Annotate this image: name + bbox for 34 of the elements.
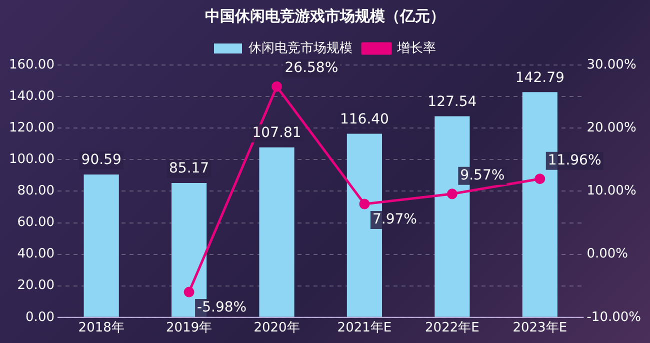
y2-tick-label: 20.00% [586, 120, 636, 136]
x-tick-label: 2020年 [254, 320, 300, 336]
y2-tick-label: 10.00% [586, 184, 636, 199]
data-label: 90.59 [81, 152, 122, 168]
data-label: 127.54 [428, 94, 477, 110]
y2-tick-label: -10.00% [586, 310, 642, 325]
y-tick-label: 0.00 [26, 310, 54, 325]
x-tick-label: 2018年 [78, 320, 124, 336]
y2-tick-label: 30.00% [586, 57, 636, 72]
legend-label: 休闲电竞市场规模 [248, 40, 352, 56]
data-label: 116.40 [340, 111, 389, 128]
data-label: 85.17 [169, 160, 210, 177]
chart-title: 中国休闲电竞游戏市场规模（亿元） [205, 6, 445, 25]
y-tick-label: 100.00 [8, 152, 54, 168]
data-label: 7.97% [372, 212, 417, 228]
y-tick-label: 40.00 [17, 246, 54, 262]
y-tick-label: 60.00 [17, 215, 54, 230]
x-tick-label: 2022年E [425, 320, 480, 336]
data-label: 26.58% [284, 60, 338, 76]
x-tick-label: 2019年 [166, 320, 212, 336]
y-tick-label: 160.00 [8, 57, 54, 72]
legend-label: 增长率 [396, 40, 436, 56]
x-tick-label: 2023年E [512, 320, 568, 336]
y-tick-label: 140.00 [8, 88, 54, 104]
x-tick-label: 2021年E [337, 320, 392, 336]
y-tick-label: 20.00 [17, 278, 54, 294]
data-label: 142.79 [515, 70, 564, 86]
y-tick-label: 120.00 [8, 120, 54, 136]
data-label: 9.57% [460, 168, 505, 184]
y2-tick-label: 0.00% [586, 246, 628, 262]
data-label: -5.98% [197, 300, 247, 316]
y-tick-label: 80.00 [17, 184, 54, 199]
data-label: 107.81 [252, 124, 302, 141]
data-label: 11.96% [548, 152, 602, 168]
